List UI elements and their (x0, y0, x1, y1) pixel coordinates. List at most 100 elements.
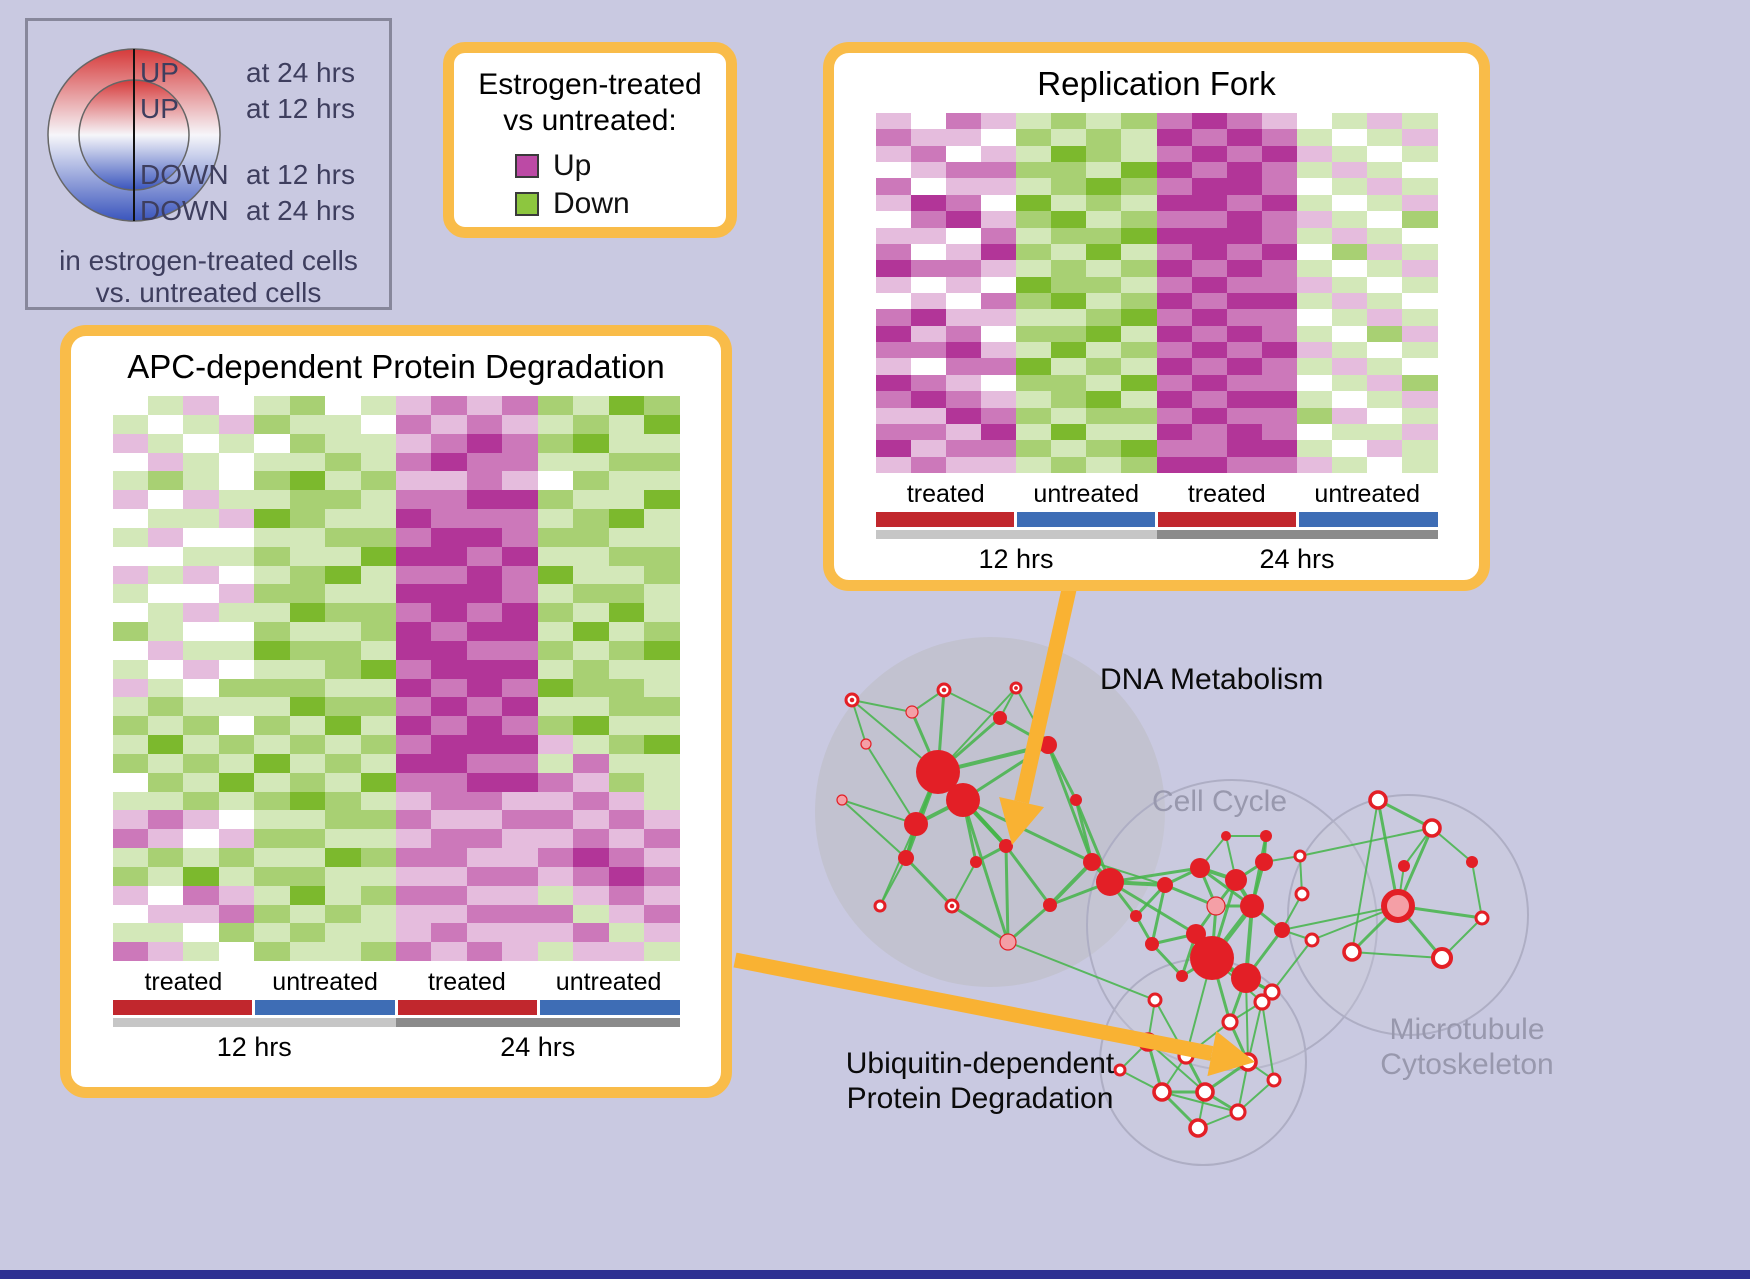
heatmap-cell (1051, 292, 1087, 310)
time-bar-24hrs (1156, 530, 1438, 539)
heatmap-cell (289, 452, 326, 472)
heatmap-cell (1297, 325, 1333, 343)
heatmap-cell (945, 358, 981, 375)
heatmap-cell (1016, 342, 1052, 359)
legend-word: DOWN (140, 195, 229, 226)
heatmap-cell (1016, 113, 1052, 130)
heatmap-cell (1191, 391, 1227, 408)
heatmap-cell (1402, 211, 1438, 228)
heatmap-cell (502, 603, 538, 622)
heatmap-cell (1332, 309, 1368, 326)
network-edge (943, 689, 1001, 719)
network-node (1195, 1082, 1215, 1102)
heatmap-cell (608, 565, 645, 585)
heatmap-cell (147, 829, 184, 848)
heatmap-cell (980, 243, 1016, 261)
heatmap-cell (396, 716, 432, 735)
heatmap-cell (1156, 162, 1192, 179)
heatmap-cell (537, 433, 574, 453)
network-node (1206, 896, 1226, 916)
heatmap-cell (1191, 243, 1227, 261)
heatmap-cell (608, 678, 645, 698)
heatmap-cell (112, 640, 148, 660)
heatmap-cell (875, 374, 911, 392)
heatmap-cell (396, 565, 432, 585)
heatmap-cell (147, 527, 184, 547)
heatmap-cell (254, 753, 290, 773)
heatmap-cell (1156, 358, 1192, 375)
heatmap-cell (1402, 243, 1438, 261)
heatmap-cell (1156, 211, 1192, 228)
heatmap-cell (466, 772, 503, 792)
heatmap-cell (502, 546, 538, 566)
heatmap-cell (183, 772, 219, 792)
heatmap-cell (1297, 423, 1333, 441)
heatmap-cell (360, 584, 396, 604)
treated-bar (1158, 512, 1297, 527)
heatmap-cell (1261, 211, 1297, 228)
heatmap-cell (945, 292, 981, 310)
heatmap-cell (218, 527, 255, 547)
heatmap-cell (431, 885, 467, 905)
heatmap-cell (289, 772, 326, 792)
heatmap-cell (431, 697, 467, 717)
heatmap-cell (502, 735, 538, 754)
heatmap-cell (1402, 145, 1438, 163)
heatmap-cell (325, 471, 361, 491)
heatmap-cell (325, 885, 361, 905)
heatmap-cell (1121, 407, 1157, 424)
heatmap-cell (218, 829, 255, 848)
heatmap-cell (396, 659, 432, 679)
heatmap-cell (1402, 309, 1438, 326)
heatmap-cell (1051, 374, 1087, 392)
apc-condition-labels: treated untreated treated untreated (113, 968, 680, 997)
heatmap-cell (608, 640, 645, 660)
heatmap-cell (1051, 309, 1087, 326)
dna-metabolism-label: DNA Metabolism (1100, 663, 1324, 696)
heatmap-cell (1191, 407, 1227, 424)
heatmap-cell (1297, 145, 1333, 163)
heatmap-cell (1332, 129, 1368, 146)
heatmap-cell (218, 772, 255, 792)
heatmap-cell (1191, 260, 1227, 277)
heatmap-cell (945, 374, 981, 392)
heatmap-cell (466, 490, 503, 509)
microtubule-label-line1: Microtubule (1389, 1013, 1545, 1046)
heatmap-cell (608, 791, 645, 811)
heatmap-cell (573, 791, 609, 811)
heatmap-cell (1261, 342, 1297, 359)
heatmap-cell (1226, 178, 1262, 195)
heatmap-cell (289, 735, 326, 754)
heatmap-cell (183, 791, 219, 811)
heatmap-cell (1156, 309, 1192, 326)
heatmap-cell (573, 396, 609, 415)
heatmap-cell (644, 885, 680, 905)
heatmap-cell (1016, 309, 1052, 326)
apc-degradation-heatmap (112, 396, 680, 961)
heatmap-cell (1226, 211, 1262, 228)
heatmap-cell (1332, 178, 1368, 195)
heatmap-cell (466, 622, 503, 641)
heatmap-cell (1332, 211, 1368, 228)
heatmap-cell (644, 716, 680, 735)
heatmap-cell (466, 603, 503, 622)
network-edge (851, 699, 867, 745)
heatmap-cell (537, 565, 574, 585)
heatmap-cell (218, 603, 255, 622)
heatmap-cell (325, 697, 361, 717)
network-node (1240, 894, 1264, 918)
heatmap-cell (573, 697, 609, 717)
heatmap-cell (1191, 342, 1227, 359)
treated-bar (875, 512, 1014, 527)
heatmap-cell (360, 829, 396, 848)
network-edge (1004, 844, 1052, 907)
network-node (1177, 1047, 1195, 1065)
heatmap-cell (183, 697, 219, 717)
heatmap-cell (431, 622, 467, 641)
heatmap-cell (1086, 243, 1122, 261)
heatmap-cell (325, 452, 361, 472)
heatmap-cell (945, 211, 981, 228)
heatmap-cell (875, 391, 911, 408)
heatmap-cell (360, 904, 396, 924)
heatmap-cell (537, 659, 574, 679)
